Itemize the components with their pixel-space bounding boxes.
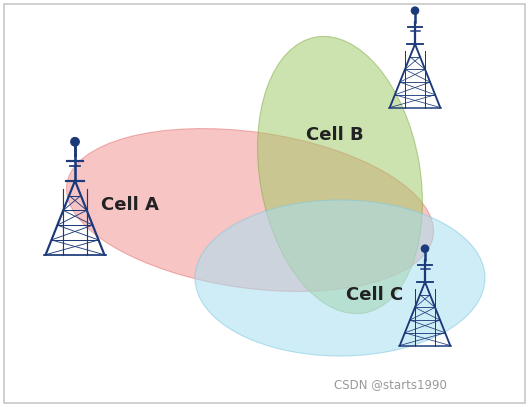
Text: Cell A: Cell A	[101, 196, 159, 214]
Circle shape	[71, 138, 79, 146]
Ellipse shape	[195, 200, 485, 356]
Text: Cell C: Cell C	[346, 286, 404, 304]
Ellipse shape	[67, 129, 434, 291]
Circle shape	[422, 245, 428, 252]
Text: CSDN @starts1990: CSDN @starts1990	[334, 379, 446, 392]
Text: Cell B: Cell B	[306, 126, 364, 144]
Ellipse shape	[258, 37, 423, 313]
Circle shape	[412, 7, 418, 14]
